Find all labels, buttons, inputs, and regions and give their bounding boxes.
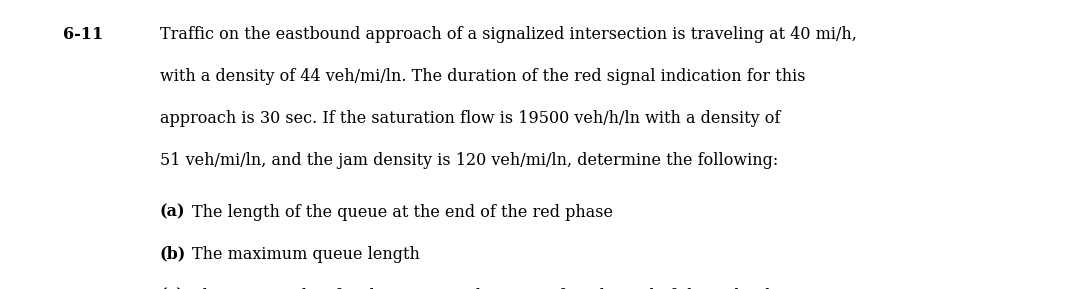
Text: The time it takes for the queue to dissipate after the end of the red indication: The time it takes for the queue to dissi… (192, 288, 832, 289)
Text: (a): (a) (160, 204, 186, 221)
Text: (b): (b) (160, 246, 186, 263)
Text: with a density of 44 veh/mi/ln. The duration of the red signal indication for th: with a density of 44 veh/mi/ln. The dura… (160, 68, 806, 85)
Text: The length of the queue at the end of the red phase: The length of the queue at the end of th… (192, 204, 613, 221)
Text: 6-11: 6-11 (63, 26, 103, 43)
Text: The maximum queue length: The maximum queue length (192, 246, 420, 263)
Text: Traffic on the eastbound approach of a signalized intersection is traveling at 4: Traffic on the eastbound approach of a s… (160, 26, 856, 43)
Text: 51 veh/mi/ln, and the jam density is 120 veh/mi/ln, determine the following:: 51 veh/mi/ln, and the jam density is 120… (160, 152, 778, 169)
Text: approach is 30 sec. If the saturation flow is 19500 veh/h/ln with a density of: approach is 30 sec. If the saturation fl… (160, 110, 780, 127)
Text: (c): (c) (160, 288, 185, 289)
